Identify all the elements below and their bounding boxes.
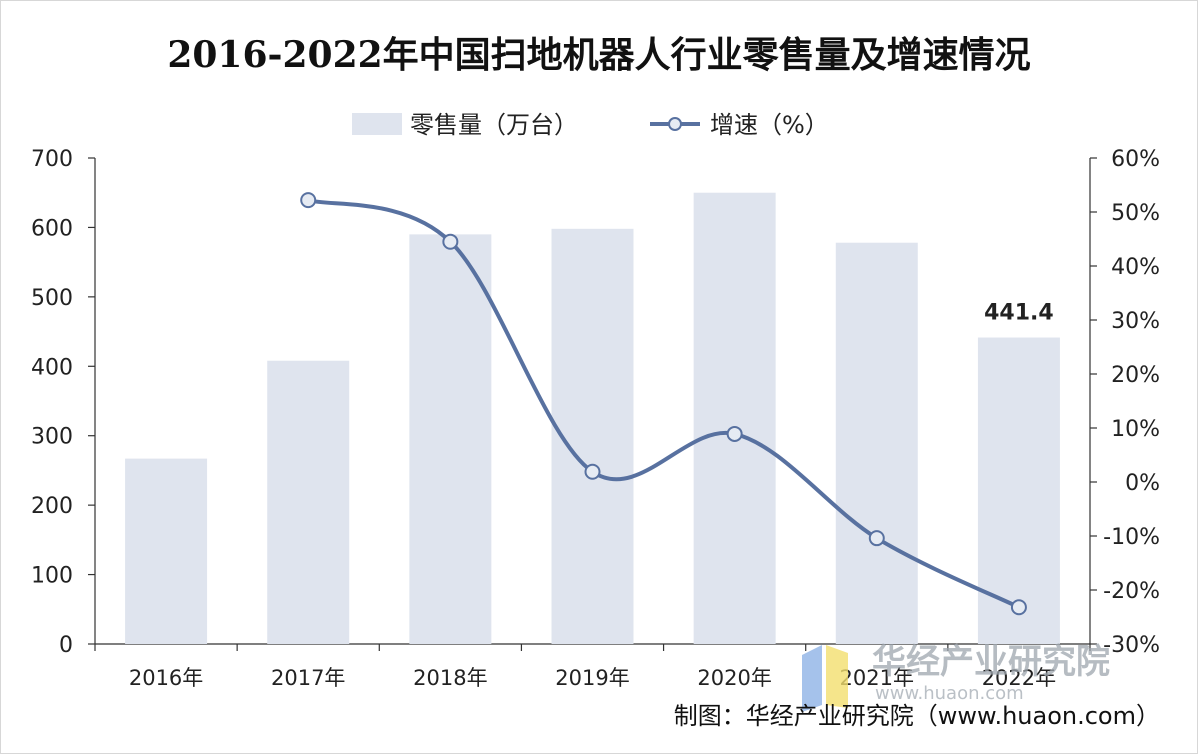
retail-volume-bar [551,228,634,644]
y-left-tick-label: 700 [31,147,73,172]
legend: 零售量（万台） 增速（%） [352,111,829,139]
x-tick-label: 2018年 [413,666,487,690]
legend-bar-label: 零售量（万台） [410,111,578,139]
y-right-ticks: -30% -20% -10% 0% 10% 20% 30% 40% 50% 60% [1090,147,1160,658]
y-left-tick-label: 0 [59,633,73,658]
y-left-tick-label: 200 [31,494,73,519]
y-right-tick-label: 60% [1111,147,1160,172]
y-right-tick-label: 0% [1125,471,1160,496]
y-left-tick-label: 500 [31,286,73,311]
y-left-tick-label: 400 [31,355,73,380]
retail-volume-bar [977,337,1060,644]
legend-line-label: 增速（%） [710,111,829,139]
growth-rate-point [868,530,885,547]
x-tick-label: 2016年 [129,666,203,690]
x-tick-label: 2022年 [982,666,1056,690]
y-right-tick-label: -10% [1103,525,1160,550]
x-tick-label: 2020年 [697,666,771,690]
retail-volume-bar [835,242,918,644]
y-right-tick-label: 10% [1111,417,1160,442]
source-note: 制图：华经产业研究院（www.huaon.com） [674,702,1160,730]
watermark-text: 华经产业研究院 [872,642,1110,682]
legend-line-marker [668,117,682,131]
growth-rate-point [726,425,743,442]
retail-volume-bar [409,234,492,644]
retail-volume-bar [125,458,208,644]
x-tick-label: 2021年 [840,666,914,690]
logo-yellow-shape [826,645,848,708]
x-tick-label: 2017年 [271,666,345,690]
y-left-tick-label: 300 [31,425,73,450]
retail-volume-bar [693,192,776,644]
growth-rate-point [584,463,601,480]
logo-blue-shape [802,645,822,712]
y-left-ticks: 0 100 200 300 400 500 600 700 [31,147,95,658]
legend-bar-swatch [352,113,402,135]
growth-rate-point [300,192,317,209]
watermark-logo: 华经产业研究院 www.huaon.com [802,642,1110,712]
y-right-tick-label: 30% [1111,309,1160,334]
watermark-url: www.huaon.com [875,683,1024,704]
y-right-tick-label: 50% [1111,201,1160,226]
growth-line-layer [300,192,1027,616]
data-labels: 441.4 [984,301,1054,326]
bar-data-label: 441.4 [984,301,1054,326]
y-left-tick-label: 600 [31,216,73,241]
y-left-tick-label: 100 [31,564,73,589]
x-tick-label: 2019年 [555,666,629,690]
y-right-tick-label: -20% [1103,579,1160,604]
x-ticks: 2016年 2017年 2018年 2019年 2020年 2021年 2022年 [94,644,1091,690]
growth-rate-point [442,233,459,250]
y-right-tick-label: -30% [1103,633,1160,658]
y-right-tick-label: 40% [1111,255,1160,280]
growth-rate-point [1010,599,1027,616]
y-right-tick-label: 20% [1111,363,1160,388]
chart-title: 2016-2022年中国扫地机器人行业零售量及增速情况 [167,34,1030,76]
retail-volume-bar [267,360,350,644]
